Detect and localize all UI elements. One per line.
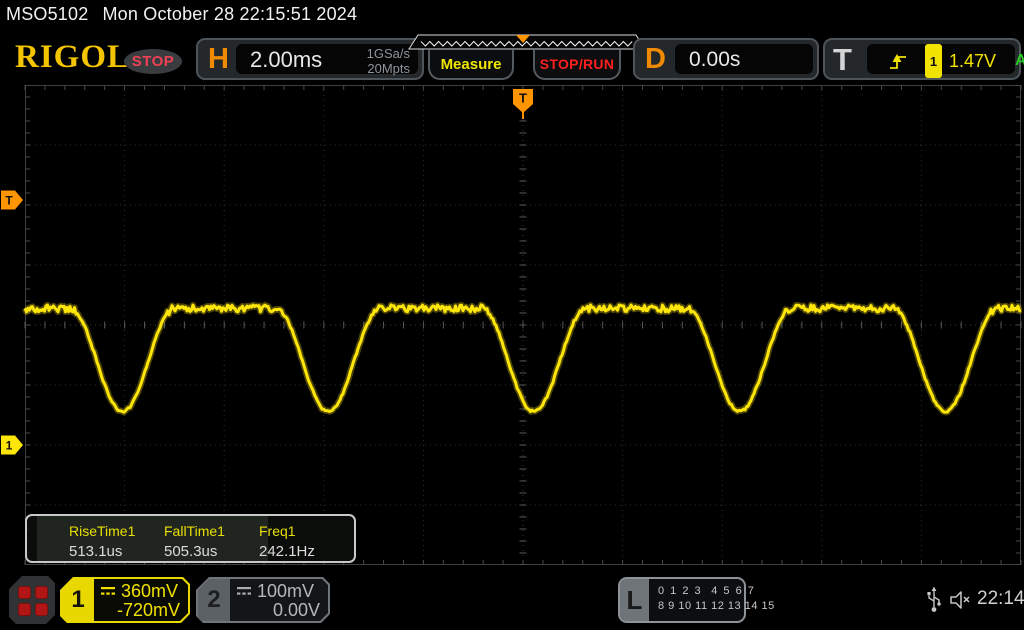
horizontal-position-strip[interactable] (408, 34, 646, 50)
memory-depth: 20Mpts (367, 61, 410, 76)
menu-button[interactable] (9, 576, 55, 624)
trigger-sweep-mode: A (1015, 52, 1024, 69)
measurement-results-panel[interactable]: RiseTime1 513.1us FallTime1 505.3us Freq… (25, 514, 356, 563)
ch1-trace (23, 303, 1022, 414)
graticule (24, 85, 1022, 565)
channel2-status-box[interactable]: 2 100mV 0.00V (196, 577, 330, 623)
delay-inset: 0.00s (675, 44, 813, 74)
measurement-label: FallTime1 (164, 523, 225, 539)
hpos-marker-icon (516, 35, 530, 43)
trigger-position-marker[interactable]: T (513, 89, 533, 119)
channel1-status-box[interactable]: 1 360mV -720mV (60, 577, 190, 623)
dc-coupling-icon (100, 581, 116, 602)
svg-text:T: T (5, 194, 13, 208)
clock: 22:14 (977, 588, 1024, 609)
measurement-label: RiseTime1 (69, 523, 136, 539)
stop-run-button[interactable]: STOP/RUN (533, 50, 621, 80)
measure-button[interactable]: Measure (428, 50, 514, 80)
measurement-highlight (37, 516, 152, 561)
model-name: MSO5102 (6, 4, 89, 24)
measurement-highlight (152, 516, 268, 561)
delay-panel[interactable]: D 0.00s (633, 38, 819, 80)
horizontal-inset: 2.00ms 1GSa/s 20Mpts (236, 44, 418, 76)
measurement-value: 513.1us (69, 543, 123, 560)
digital-channels-row2: 8 9 10 11 12 13 14 15 (658, 600, 775, 612)
measurement-value: 242.1Hz (259, 543, 315, 560)
channel2-offset: 0.00V (272, 600, 320, 620)
logic-analyzer-label: L (620, 579, 649, 621)
ch1-ground-marker[interactable]: 1 (1, 435, 23, 455)
svg-text:1: 1 (6, 439, 13, 453)
trigger-panel[interactable]: T 1 1.47V A (823, 38, 1024, 80)
channel1-offset: -720mV (116, 600, 180, 620)
acquisition-status-badge: STOP (124, 49, 182, 74)
channel1-scale: 360mV (121, 581, 179, 601)
trigger-source-badge: 1 (925, 44, 942, 78)
delay-value: 0.00s (689, 48, 741, 71)
measurement-value: 505.3us (164, 543, 218, 560)
rigol-logo: RIGOL (15, 39, 131, 75)
channel1-number-badge: 1 (62, 579, 94, 621)
trigger-level-value: 1.47V (949, 50, 997, 71)
trigger-inset: 1 1.47V A (867, 44, 1024, 78)
sample-rate: 1GSa/s (366, 46, 410, 61)
trigger-label: T (833, 42, 852, 77)
menu-grid-icon (18, 586, 48, 616)
waveform-display[interactable]: T T 1 (0, 85, 1024, 565)
timebase-scale: 2.00ms (250, 47, 323, 72)
logic-analyzer-box[interactable]: L 0 1 2 3 4 5 6 7 8 9 10 11 12 13 14 15 (618, 577, 774, 623)
dc-coupling-icon (236, 581, 252, 602)
datetime: Mon October 28 22:15:51 2024 (102, 4, 358, 24)
usb-icon (926, 586, 942, 619)
memory-waveform-preview (420, 40, 633, 47)
digital-channels-row1: 0 1 2 3 4 5 6 7 (658, 585, 756, 597)
svg-text:T: T (519, 91, 527, 106)
delay-label: D (645, 43, 666, 75)
horizontal-label: H (208, 43, 229, 75)
rising-edge-icon (889, 44, 907, 78)
trigger-level-marker[interactable]: T (1, 190, 23, 210)
sample-rate-depth: 1GSa/s 20Mpts (367, 46, 410, 76)
channel2-number-badge: 2 (198, 579, 230, 621)
speaker-muted-icon (948, 588, 974, 617)
top-info-bar: MSO5102 Mon October 28 22:15:51 2024 (6, 4, 371, 25)
horizontal-timebase-panel[interactable]: H 2.00ms 1GSa/s 20Mpts (196, 38, 424, 80)
channel2-scale: 100mV (257, 581, 315, 601)
measurement-label: Freq1 (259, 523, 296, 539)
